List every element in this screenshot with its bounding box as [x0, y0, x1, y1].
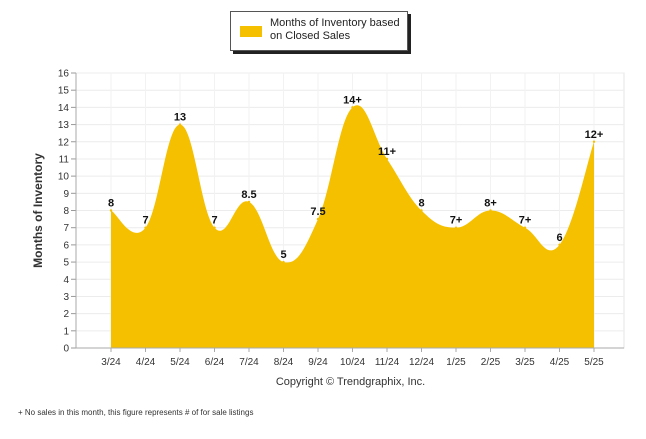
x-tick-label: 11/24 [375, 357, 400, 368]
copyright-text: Copyright © Trendgraphix, Inc. [275, 376, 426, 388]
y-tick-label: 12 [58, 137, 70, 148]
y-tick-label: 0 [63, 344, 69, 355]
data-point [109, 209, 113, 212]
data-point [523, 226, 527, 229]
data-point [558, 243, 561, 247]
data-label: 12+ [585, 129, 604, 141]
y-tick-label: 11 [59, 154, 70, 165]
data-label: 13 [174, 112, 186, 124]
y-tick-label: 16 [58, 69, 70, 80]
chart-legend: Months of Inventory based on Closed Sale… [230, 11, 408, 51]
x-tick-label: 8/24 [274, 357, 294, 368]
y-tick-label: 7 [63, 223, 69, 234]
x-tick-label: 3/25 [515, 357, 535, 368]
x-tick-label: 2/25 [481, 357, 501, 368]
area-series [111, 105, 594, 349]
legend-swatch [240, 26, 262, 37]
x-tick-label: 10/24 [340, 357, 365, 368]
data-label: 7 [142, 215, 148, 227]
data-label: 7 [211, 215, 217, 227]
y-tick-label: 2 [63, 309, 69, 320]
data-label: 6 [556, 232, 562, 244]
x-tick-label: 5/24 [170, 357, 190, 368]
data-label: 8+ [484, 198, 497, 210]
y-tick-label: 4 [63, 275, 69, 286]
data-label: 8.5 [241, 189, 256, 201]
y-tick-label: 5 [63, 258, 69, 269]
y-tick-label: 3 [63, 292, 69, 303]
data-label: 14+ [343, 94, 362, 106]
data-label: 7.5 [310, 206, 325, 218]
data-point [351, 106, 354, 109]
x-tick-label: 12/24 [409, 357, 434, 368]
y-tick-label: 8 [63, 206, 69, 217]
data-point [213, 226, 216, 229]
data-label: 11+ [378, 146, 396, 158]
y-tick-label: 10 [58, 172, 70, 183]
data-point [489, 209, 492, 212]
data-label: 5 [280, 249, 286, 261]
legend-label: Months of Inventory based on Closed Sale… [270, 17, 400, 42]
footnote-text: + No sales in this month, this figure re… [18, 408, 254, 417]
x-tick-label: 5/25 [584, 357, 604, 368]
x-tick-label: 7/24 [239, 357, 259, 368]
y-tick-label: 9 [63, 189, 69, 200]
data-point [282, 260, 285, 264]
y-tick-label: 14 [58, 103, 70, 114]
data-point [178, 123, 182, 126]
x-tick-label: 1/25 [446, 357, 466, 368]
data-point [144, 226, 147, 229]
x-tick-label: 4/24 [136, 357, 156, 368]
y-tick-label: 15 [58, 86, 70, 97]
y-tick-label: 1 [63, 326, 69, 337]
data-point [247, 200, 251, 204]
data-label: 8 [418, 198, 424, 210]
data-point [454, 226, 458, 229]
data-label: 7+ [450, 215, 463, 227]
x-tick-label: 6/24 [205, 357, 225, 368]
data-label: 7+ [519, 215, 532, 227]
y-tick-label: 13 [58, 120, 70, 131]
data-point [420, 209, 423, 212]
y-axis-title: Months of Inventory [31, 153, 45, 268]
x-tick-label: 4/25 [550, 357, 570, 368]
x-tick-label: 3/24 [101, 357, 121, 368]
y-tick-label: 6 [63, 240, 69, 251]
data-point [316, 217, 320, 221]
data-label: 8 [108, 198, 114, 210]
data-point [385, 157, 389, 161]
data-point [592, 140, 596, 143]
x-tick-label: 9/24 [308, 357, 328, 368]
